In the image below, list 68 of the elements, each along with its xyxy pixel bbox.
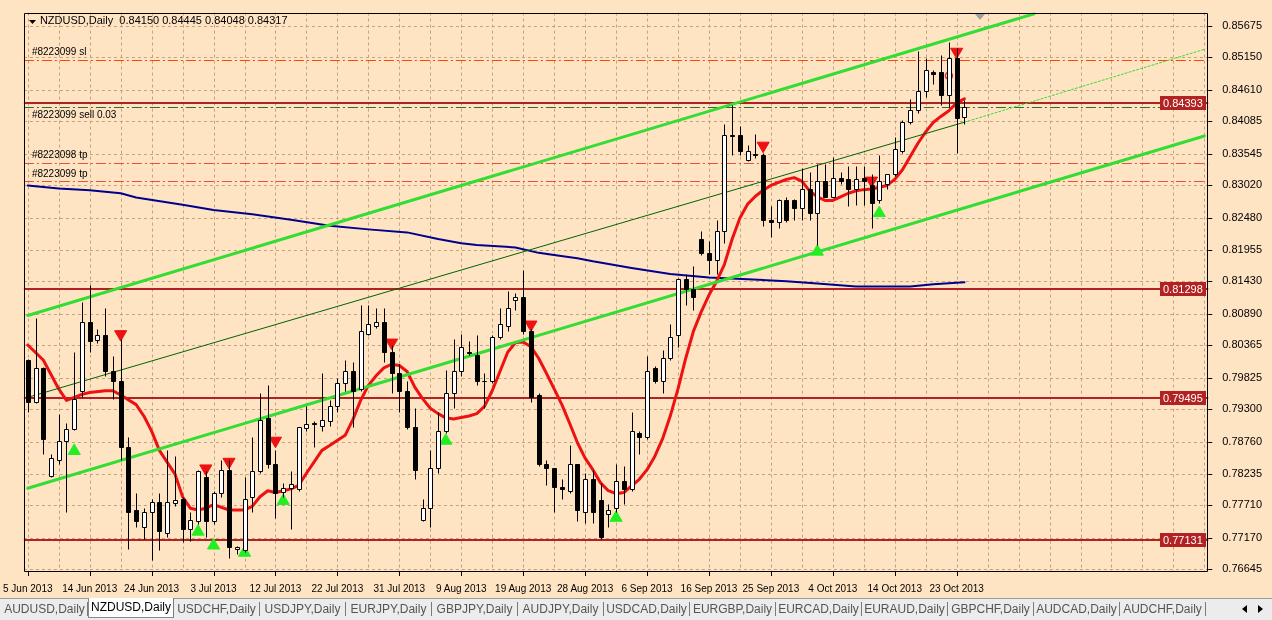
y-tick-label: 0.84085 xyxy=(1222,114,1262,127)
text: AUDCAD,Daily xyxy=(1034,602,1120,616)
chart-title: NZDUSD,Daily 0.84150 0.84445 0.84048 0.84317 xyxy=(39,14,288,27)
y-tick-label: 0.80890 xyxy=(1222,306,1262,319)
ref-line-label: 0.79495 xyxy=(1163,391,1203,404)
ref-line-label: 0.84393 xyxy=(1163,96,1203,109)
point xyxy=(756,141,770,154)
ref-line-label: 0.77131 xyxy=(1163,533,1203,546)
ref-line-label: 0.81298 xyxy=(1163,282,1203,295)
y-tick-label: 0.81955 xyxy=(1222,242,1262,255)
y-tick-label: 0.78235 xyxy=(1222,466,1262,479)
text: AUDJPY,Daily xyxy=(518,602,604,616)
ref-line-label: #8223099 sell 0.03 xyxy=(31,108,117,120)
y-tick-label: 0.84610 xyxy=(1222,82,1262,95)
x-tick-label: 24 Jun 2013 xyxy=(124,582,180,594)
y-tick-label: 0.83545 xyxy=(1222,146,1262,159)
y-tick-label: 0.77170 xyxy=(1222,530,1262,543)
y-tick-label: 0.82480 xyxy=(1222,210,1262,223)
point xyxy=(276,493,290,505)
y-tick-label: 0.85675 xyxy=(1222,18,1262,31)
x-tick-label: 14 Jun 2013 xyxy=(62,582,118,594)
x-tick-label: 4 Oct 2013 xyxy=(808,582,858,594)
y-tick-label: 0.81430 xyxy=(1222,274,1262,287)
text: EURGBP,Daily xyxy=(690,602,776,616)
x-tick-label: 25 Sep 2013 xyxy=(742,582,800,594)
y-tick-label: 0.78760 xyxy=(1222,434,1262,447)
ref-line-label: #8223098 tp xyxy=(31,149,88,161)
text: NZDUSD,Daily xyxy=(88,598,174,618)
text: AUDCHF,Daily xyxy=(1120,602,1206,616)
x-tick-label: 19 Aug 2013 xyxy=(495,582,552,594)
point xyxy=(67,443,81,455)
ref-line-label: #8223099 sl xyxy=(31,46,87,58)
point xyxy=(872,205,886,218)
text: EURAUD,Daily xyxy=(862,602,948,616)
x-tick-label: 9 Aug 2013 xyxy=(435,582,487,594)
y-tick-label: 0.79300 xyxy=(1222,402,1262,415)
x-tick-label: 31 Jul 2013 xyxy=(373,582,426,594)
x-tick-label: 16 Sep 2013 xyxy=(680,582,738,594)
point xyxy=(439,433,453,445)
x-tick-label: 22 Jul 2013 xyxy=(311,582,364,594)
y-tick-label: 0.79825 xyxy=(1222,370,1262,383)
x-tick-label: 23 Oct 2013 xyxy=(929,582,985,594)
x-tick-label: 28 Aug 2013 xyxy=(557,582,614,594)
text: USDCAD,Daily xyxy=(604,602,690,616)
x-tick-label: 6 Sep 2013 xyxy=(621,582,674,594)
candlestick xyxy=(482,373,487,409)
y-tick-label: 0.77710 xyxy=(1222,498,1262,511)
y-tick-label: 0.85150 xyxy=(1222,50,1262,63)
x-tick-label: 12 Jul 2013 xyxy=(249,582,302,594)
point xyxy=(810,244,824,256)
point xyxy=(206,538,221,550)
text: EURJPY,Daily xyxy=(346,602,432,616)
text: GBPJPY,Daily xyxy=(432,602,518,616)
x-tick-label: 3 Jul 2013 xyxy=(190,582,238,594)
x-tick-label: 5 Jun 2013 xyxy=(3,582,53,594)
text: AUDUSD,Daily xyxy=(2,602,88,616)
y-tick-label: 0.80365 xyxy=(1222,338,1262,351)
text: EURCAD,Daily xyxy=(776,602,862,616)
text: USDCHF,Daily xyxy=(174,602,260,616)
ref-line-label: #8223099 tp xyxy=(31,167,88,179)
text: USDJPY,Daily xyxy=(260,602,346,616)
y-tick-label: 0.76645 xyxy=(1222,562,1262,575)
text: GBPCHF,Daily xyxy=(948,602,1034,616)
y-tick-label: 0.83020 xyxy=(1222,178,1262,191)
point xyxy=(191,524,205,536)
point xyxy=(944,71,954,81)
x-tick-label: 14 Oct 2013 xyxy=(867,582,923,594)
point xyxy=(609,510,623,522)
